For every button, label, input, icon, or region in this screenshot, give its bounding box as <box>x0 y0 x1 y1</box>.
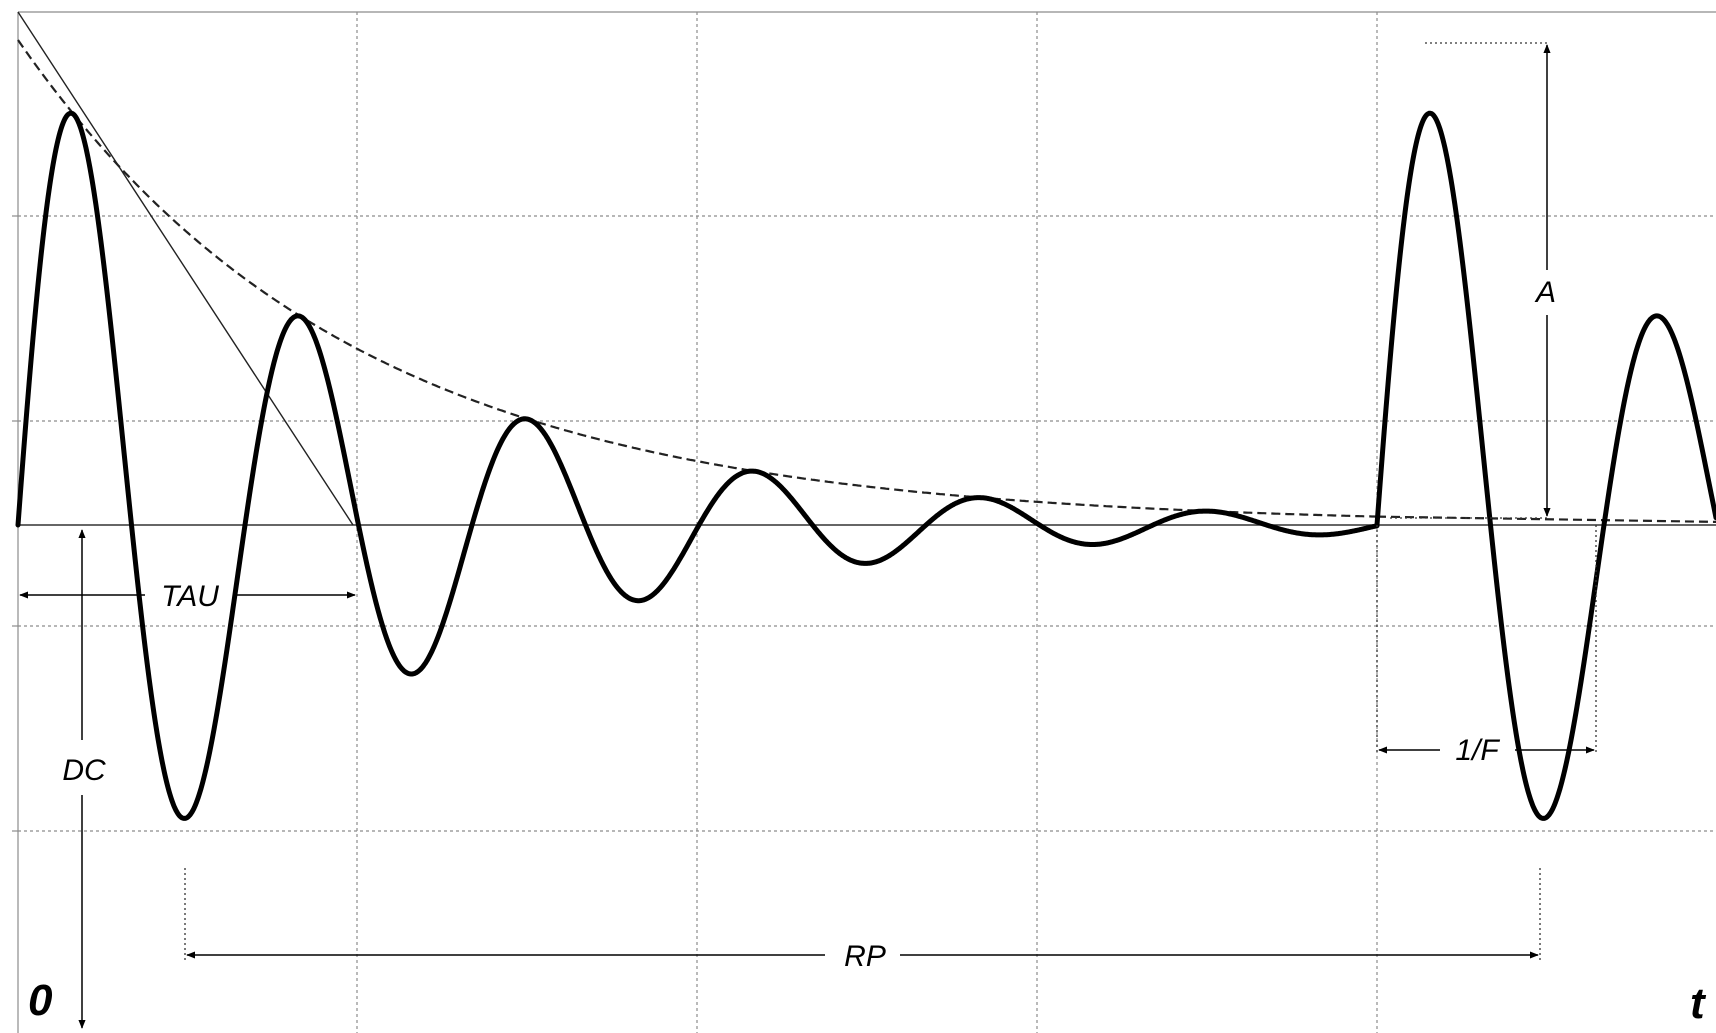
origin-label: 0 <box>28 976 53 1025</box>
tau-label: TAU <box>161 580 219 613</box>
time-axis-label: t <box>1690 979 1707 1028</box>
damped-sine-waveform-repeat <box>1374 110 1716 821</box>
dc-dimension: DC <box>62 529 106 1029</box>
decay-envelope-curve <box>17 39 1377 518</box>
tau-dimension: TAU <box>19 580 356 613</box>
rp-label: RP <box>844 940 886 973</box>
rp-dimension: RP <box>184 868 1541 973</box>
damped-sine-waveform <box>15 110 1380 821</box>
amplitude-dimension: A <box>1390 42 1556 519</box>
amplitude-label: A <box>1534 276 1556 309</box>
grid <box>12 11 1716 1033</box>
period-dimension: 1/F <box>1376 525 1597 767</box>
decay-envelope-curve-repeat <box>1376 515 1716 523</box>
dc-label: DC <box>62 754 106 787</box>
period-label: 1/F <box>1455 734 1500 767</box>
tau-tangent-line <box>17 11 354 526</box>
